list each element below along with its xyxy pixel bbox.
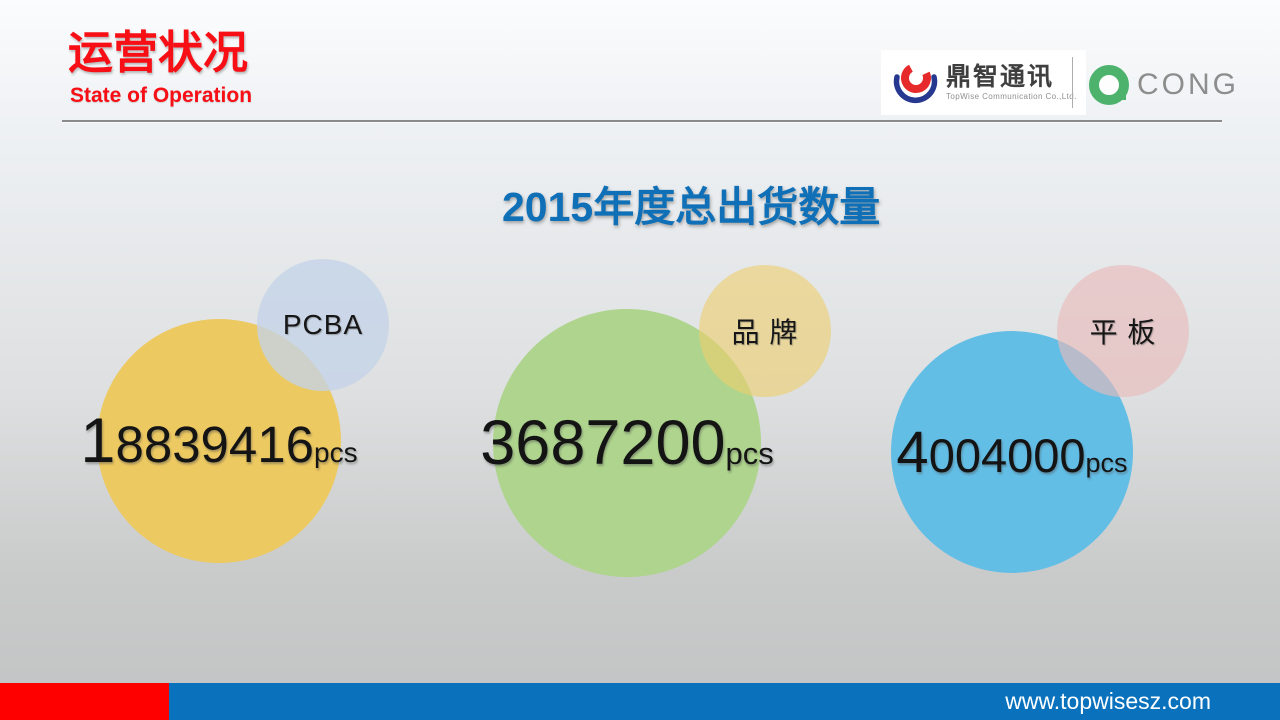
- chart-title: 2015年度总出货数量: [502, 184, 881, 230]
- cong-wordmark: CONG: [1137, 68, 1239, 101]
- pcba-label: PCBA: [282, 309, 364, 340]
- header-divider: [62, 120, 1222, 122]
- cong-logo: CONG: [1089, 63, 1239, 107]
- brand-value-unit: pcs: [725, 436, 774, 471]
- tablet-label-bubble: 平 板: [1057, 265, 1189, 397]
- pcba-value: 1 8839416 pcs: [80, 405, 357, 477]
- tablet-value: 4 004000 pcs: [896, 419, 1127, 486]
- pcba-value-lead: 1: [80, 406, 116, 476]
- brand-label: 品 牌: [731, 317, 799, 348]
- topwise-logo-name: 鼎智通讯: [946, 62, 1055, 91]
- logo-separator: [1072, 57, 1073, 108]
- tablet-value-lead: 4: [896, 419, 929, 485]
- tablet-label: 平 板: [1089, 317, 1157, 348]
- brand-value-digits: 3687200: [480, 408, 726, 478]
- footer-red-accent: [0, 683, 169, 720]
- topwise-logo-text: 鼎智通讯 TopWise Communication Co.,Ltd.: [946, 62, 1077, 102]
- footer-bar: [0, 683, 1280, 720]
- topwise-logo: 鼎智通讯 TopWise Communication Co.,Ltd.: [881, 50, 1086, 115]
- brand-label-bubble: 品 牌: [699, 265, 831, 397]
- page-title: 运营状况: [68, 27, 249, 78]
- topwise-logo-tagline: TopWise Communication Co.,Ltd.: [946, 92, 1077, 102]
- brand-value: 3687200 pcs: [480, 407, 774, 479]
- topwise-swirl-icon: [893, 63, 938, 103]
- brand-value-bubble: 3687200 pcs: [480, 309, 774, 577]
- pcba-value-digits: 8839416: [115, 416, 315, 473]
- tablet-value-unit: pcs: [1085, 447, 1128, 478]
- page-subtitle: State of Operation: [70, 84, 253, 107]
- website-url: www.topwisesz.com: [1005, 688, 1211, 714]
- pcba-value-unit: pcs: [314, 437, 358, 468]
- pcba-label-bubble: PCBA: [257, 259, 389, 391]
- tablet-value-digits: 004000: [928, 428, 1086, 482]
- cong-q-icon: [1089, 65, 1129, 105]
